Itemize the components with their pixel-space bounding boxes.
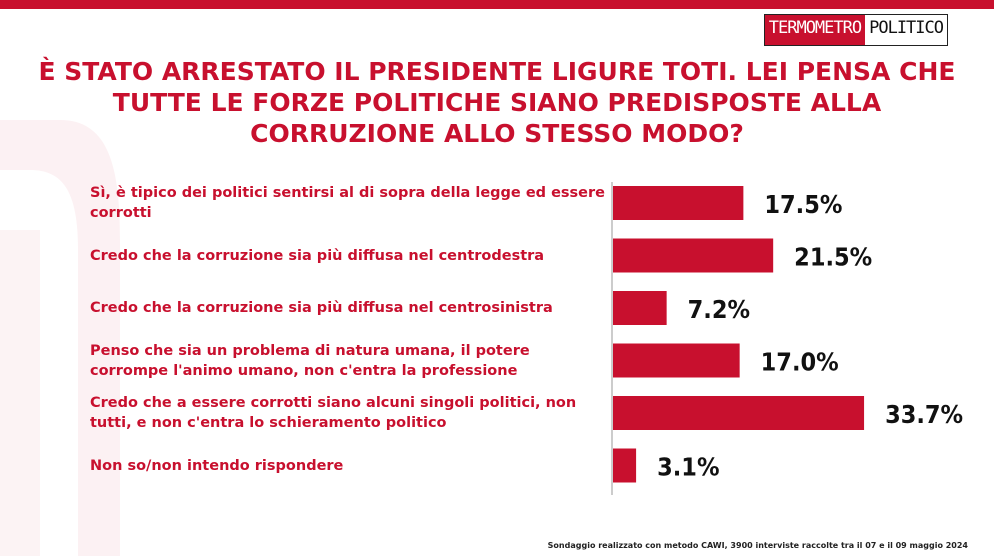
bar-chart: 17.5% 21.5% 7.2% 17.0% 33.7% 3.1% [611,182,963,495]
bar-value-label: 17.0% [761,348,839,377]
bar [613,291,667,325]
category-label: Credo che a essere corrotti siano alcuni… [90,395,577,431]
category-label: Credo che la corruzione sia più diffusa … [90,300,553,316]
bar-value-label: 33.7% [885,400,963,429]
bar [613,238,774,273]
category-label: Sì, è tipico dei politici sentirsi al di… [90,185,605,221]
category-label: Non so/non intendo rispondere [90,457,344,474]
bar [613,448,637,483]
bar-value-label: 21.5% [794,243,872,272]
bar [613,186,744,220]
survey-footnote: Sondaggio realizzato con metodo CAWI, 39… [547,541,968,550]
bar [613,396,865,430]
bar [613,343,740,378]
logo-part-1: TERMOMETRO [764,15,866,45]
category-label: Penso che sia un problema di natura uman… [90,342,530,379]
bar-value-label: 7.2% [688,295,750,324]
logo-part-2: POLITICO [865,15,947,45]
bar-value-label: 3.1% [657,453,719,482]
answer-labels: Sì, è tipico dei politici sentirsi al di… [90,180,610,490]
top-accent-bar [0,0,994,9]
category-label: Credo che la corruzione sia più diffusa … [90,247,545,264]
bar-value-label: 17.5% [764,190,842,219]
watermark-logo [0,120,120,556]
page-title: È STATO ARRESTATO IL PRESIDENTE LIGURE T… [38,57,956,148]
termometro-politico-logo: TERMOMETRO POLITICO [763,14,948,46]
